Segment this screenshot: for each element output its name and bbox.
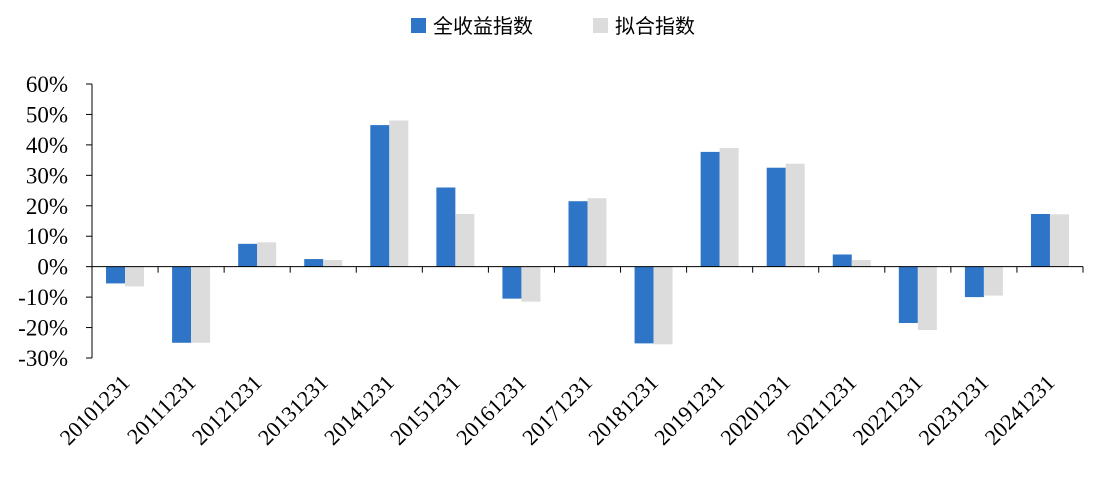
- x-tick-label: 20211231: [782, 370, 861, 449]
- x-tick-label: 20181231: [583, 370, 663, 450]
- y-tick-label: 10%: [26, 224, 68, 249]
- bar-fitted: [521, 266, 541, 302]
- bar-total-return: [304, 259, 324, 267]
- bar-total-return: [964, 266, 984, 298]
- x-tick-label: 20131231: [253, 370, 333, 450]
- y-tick-label: 60%: [26, 72, 68, 97]
- x-tick-label: 20191231: [649, 370, 729, 450]
- bars: [106, 120, 1069, 345]
- bar-total-return: [568, 201, 588, 267]
- y-tick-label: 20%: [26, 194, 68, 219]
- x-tick-label: 20221231: [847, 370, 927, 450]
- x-tick-label: 20141231: [319, 370, 399, 450]
- legend-swatch: [593, 18, 608, 33]
- bar-total-return: [106, 266, 126, 284]
- legend-label: 拟合指数: [615, 14, 695, 38]
- y-tick-label: 30%: [26, 163, 68, 188]
- bar-fitted: [257, 242, 277, 267]
- bar-total-return: [832, 254, 852, 267]
- legend-label: 全收益指数: [433, 14, 533, 38]
- bar-fitted: [323, 259, 343, 267]
- x-tick-label: 20201231: [715, 370, 795, 450]
- y-tick-label: 50%: [26, 102, 68, 127]
- y-tick-label: 0%: [37, 255, 68, 280]
- bar-total-return: [370, 125, 390, 267]
- y-tick-label: -10%: [18, 285, 68, 310]
- y-tick-label: -20%: [18, 316, 68, 341]
- bar-fitted: [719, 147, 739, 267]
- legend: 全收益指数 拟合指数: [411, 14, 695, 38]
- x-tick-label: 20161231: [451, 370, 531, 450]
- bar-fitted: [917, 266, 937, 330]
- bar-fitted: [455, 213, 475, 267]
- x-tick-label: 20111231: [122, 370, 201, 449]
- y-tick-label: 40%: [26, 133, 68, 158]
- bar-fitted: [1049, 214, 1069, 267]
- bar-fitted: [983, 266, 1003, 296]
- x-tick-label: 20121231: [187, 370, 267, 450]
- x-tick-label: 20231231: [914, 370, 994, 450]
- x-tick-label: 20101231: [55, 370, 135, 450]
- legend-swatch: [411, 18, 426, 33]
- y-tick-label: -30%: [18, 346, 68, 371]
- bar-fitted: [587, 198, 607, 267]
- x-tick-label: 20241231: [980, 370, 1060, 450]
- bar-total-return: [436, 187, 456, 267]
- bar-fitted: [785, 163, 805, 267]
- bar-total-return: [1030, 213, 1050, 267]
- x-tick-label: 20151231: [385, 370, 465, 450]
- bar-fitted: [125, 266, 145, 287]
- bar-fitted: [191, 266, 211, 343]
- bar-fitted: [653, 266, 673, 345]
- bar-total-return: [634, 266, 654, 344]
- y-axis: 60% 50% 40% 30% 20% 10% 0% -10% -20% -30%: [18, 72, 93, 371]
- bar-total-return: [700, 151, 720, 267]
- bar-fitted: [389, 120, 409, 267]
- bar-total-return: [502, 266, 522, 299]
- bar-total-return: [172, 266, 192, 343]
- bar-total-return: [238, 243, 258, 267]
- bar-fitted: [851, 259, 871, 267]
- x-tick-label: 20171231: [517, 370, 597, 450]
- bar-total-return: [766, 167, 786, 267]
- bar-total-return: [898, 266, 918, 323]
